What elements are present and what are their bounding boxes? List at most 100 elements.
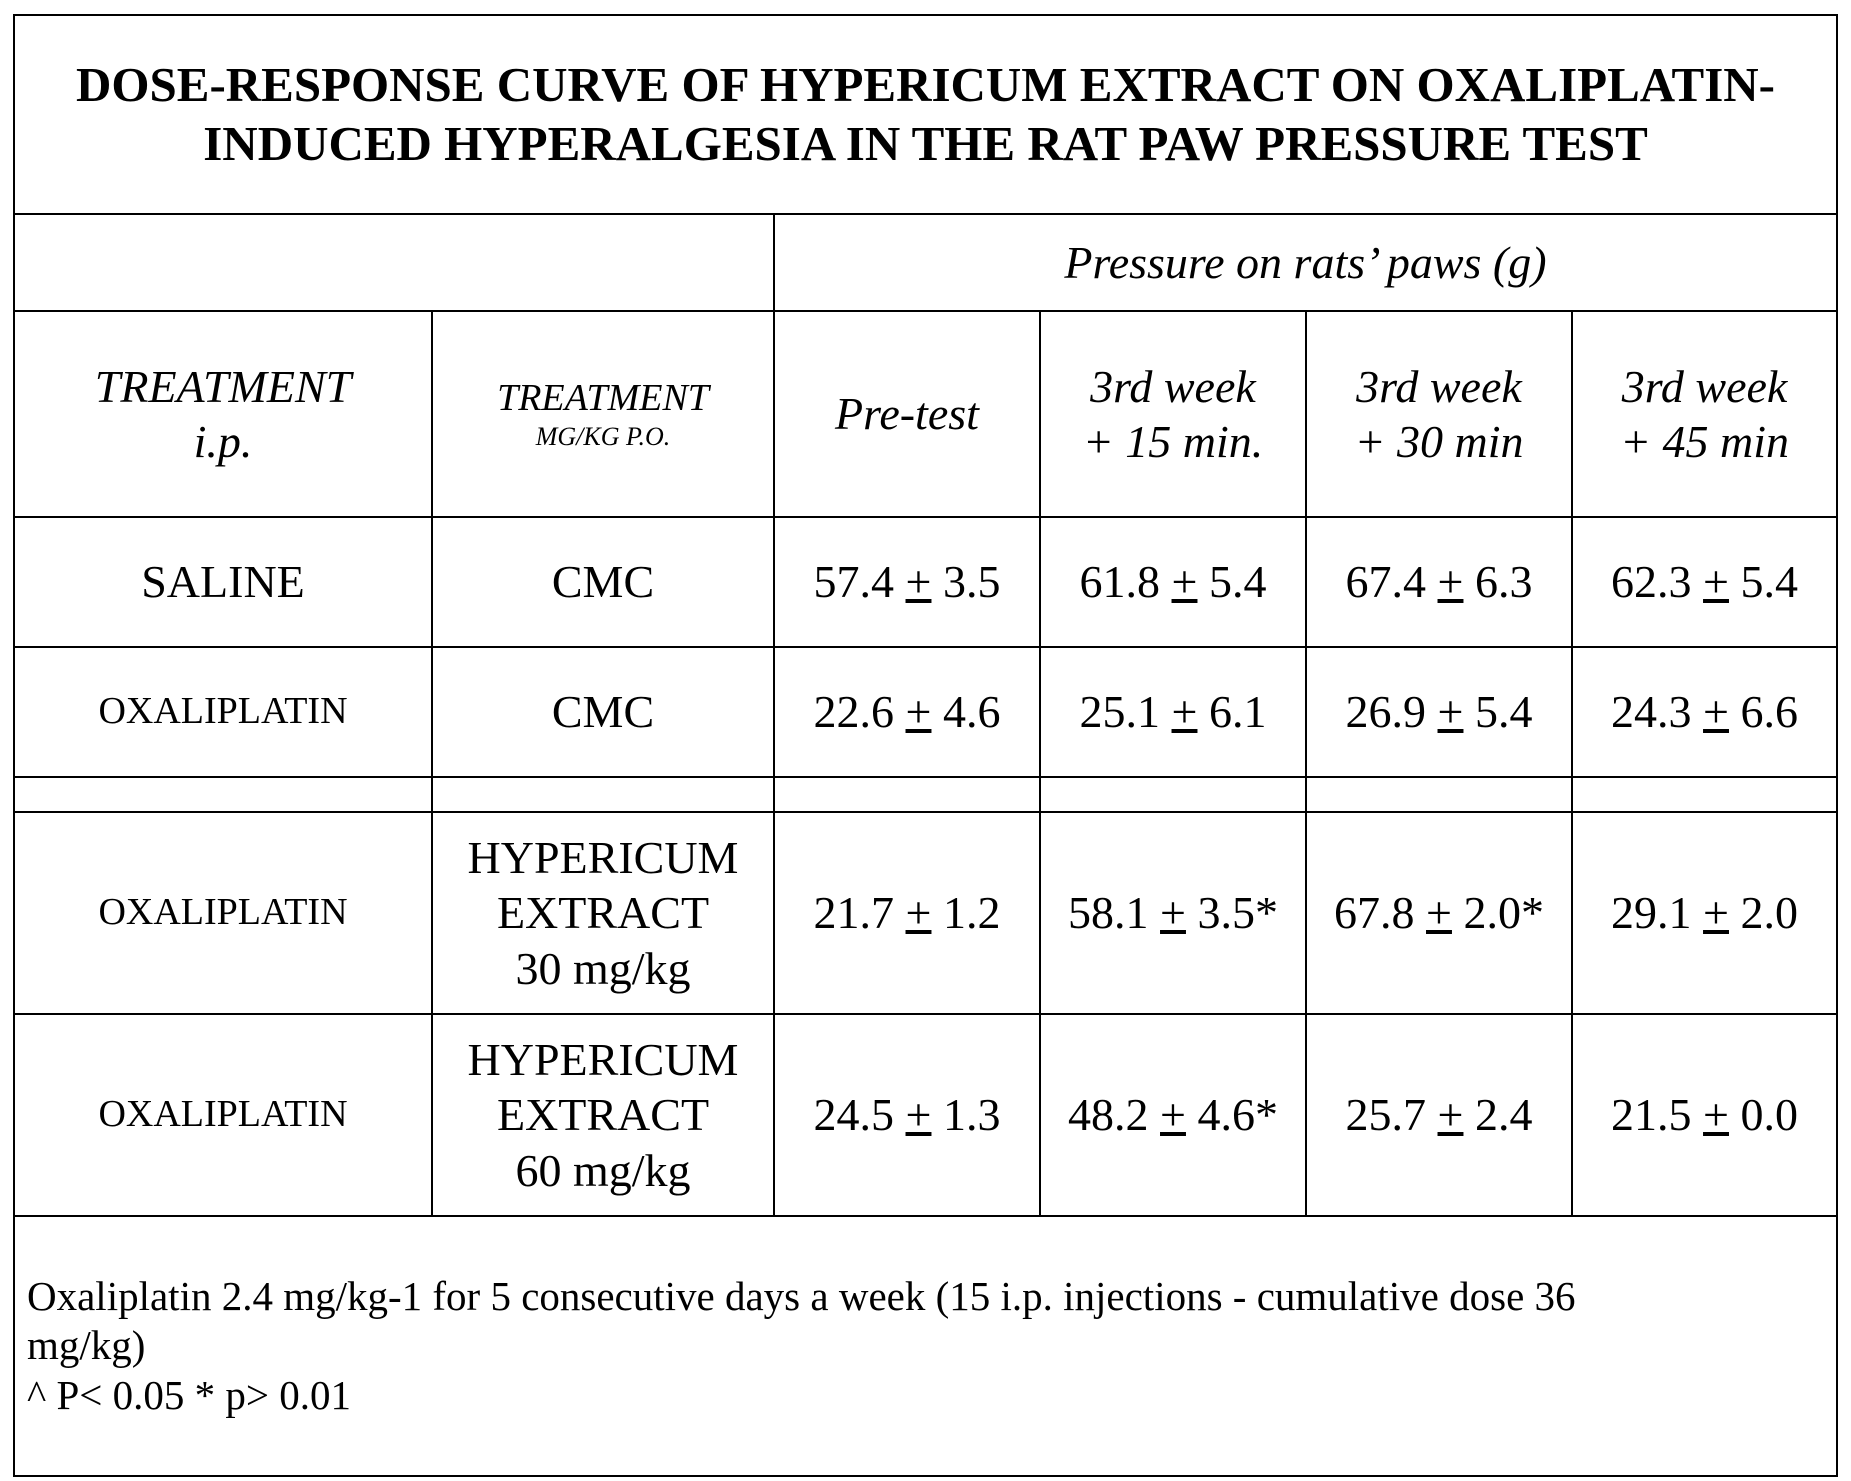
- header-week3-30-line1: 3rd week: [1307, 359, 1571, 414]
- value-cell: 21.5 + 0.0: [1572, 1014, 1837, 1216]
- value-cell: 61.8 + 5.4: [1040, 517, 1306, 647]
- header-week3-45-line1: 3rd week: [1573, 359, 1836, 414]
- sd-value: 6.6: [1740, 686, 1798, 737]
- value-cell: 21.7 + 1.2: [774, 812, 1040, 1014]
- title-line-1: DOSE-RESPONSE CURVE OF HYPERICUM EXTRACT…: [15, 56, 1836, 115]
- significance-mark: *: [1255, 1089, 1278, 1140]
- treatment-po-cell: HYPERICUM EXTRACT 60 mg/kg: [432, 1014, 774, 1216]
- group-header-row: Pressure on rats’ paws (g): [14, 214, 1837, 311]
- sd-value: 0.0: [1740, 1089, 1798, 1140]
- mean-value: 24.5: [814, 1089, 895, 1140]
- table-row: OXALIPLATIN CMC 22.6 + 4.6 25.1 + 6.1 26…: [14, 647, 1837, 777]
- treatment-po-line: EXTRACT: [433, 1087, 773, 1142]
- results-table: DOSE-RESPONSE CURVE OF HYPERICUM EXTRACT…: [13, 14, 1838, 1477]
- sd-value: 5.4: [1740, 556, 1798, 607]
- sd-value: 6.3: [1475, 556, 1533, 607]
- notes-line-2: mg/kg): [27, 1321, 1824, 1370]
- value-cell: 67.4 + 6.3: [1306, 517, 1572, 647]
- treatment-po-cell: HYPERICUM EXTRACT 30 mg/kg: [432, 812, 774, 1014]
- spacer-cell: [1572, 777, 1837, 812]
- sd-value: 4.6: [1197, 1089, 1255, 1140]
- spacer-cell: [1040, 777, 1306, 812]
- title-line-2: INDUCED HYPERALGESIA IN THE RAT PAW PRES…: [15, 115, 1836, 174]
- sd-value: 1.3: [943, 1089, 1001, 1140]
- pressure-group-header: Pressure on rats’ paws (g): [774, 214, 1837, 311]
- mean-value: 57.4: [814, 556, 895, 607]
- mean-value: 67.4: [1346, 556, 1427, 607]
- sd-value: 2.0: [1463, 887, 1521, 938]
- mean-value: 58.1: [1068, 887, 1149, 938]
- table-title: DOSE-RESPONSE CURVE OF HYPERICUM EXTRACT…: [14, 15, 1837, 214]
- notes-line-1: Oxaliplatin 2.4 mg/kg-1 for 5 consecutiv…: [27, 1272, 1824, 1321]
- plus-minus-symbol: +: [906, 887, 932, 938]
- table-notes: Oxaliplatin 2.4 mg/kg-1 for 5 consecutiv…: [14, 1216, 1837, 1476]
- value-cell: 57.4 + 3.5: [774, 517, 1040, 647]
- treatment-ip-cell: OXALIPLATIN: [14, 647, 432, 777]
- treatment-po-line: CMC: [433, 554, 773, 609]
- sd-value: 2.0: [1740, 887, 1798, 938]
- header-pretest: Pre-test: [774, 311, 1040, 517]
- mean-value: 25.1: [1080, 686, 1161, 737]
- header-treatment-po: TREATMENT MG/KG P.O.: [432, 311, 774, 517]
- header-week3-45: 3rd week + 45 min: [1572, 311, 1837, 517]
- plus-minus-symbol: +: [1438, 1089, 1464, 1140]
- value-cell: 24.5 + 1.3: [774, 1014, 1040, 1216]
- sd-value: 5.4: [1209, 556, 1267, 607]
- value-cell: 29.1 + 2.0: [1572, 812, 1837, 1014]
- spacer-row: [14, 777, 1837, 812]
- sd-value: 5.4: [1475, 686, 1533, 737]
- plus-minus-symbol: +: [906, 1089, 932, 1140]
- sd-value: 6.1: [1209, 686, 1267, 737]
- plus-minus-symbol: +: [1426, 887, 1452, 938]
- spacer-cell: [1306, 777, 1572, 812]
- plus-minus-symbol: +: [1438, 686, 1464, 737]
- sd-value: 1.2: [943, 887, 1001, 938]
- value-cell: 25.7 + 2.4: [1306, 1014, 1572, 1216]
- significance-mark: *: [1521, 887, 1544, 938]
- header-treatment-po-line1: TREATMENT: [433, 376, 773, 422]
- table-row: SALINE CMC 57.4 + 3.5 61.8 + 5.4 67.4 + …: [14, 517, 1837, 647]
- mean-value: 21.5: [1611, 1089, 1692, 1140]
- sd-value: 4.6: [943, 686, 1001, 737]
- plus-minus-symbol: +: [1160, 887, 1186, 938]
- value-cell: 22.6 + 4.6: [774, 647, 1040, 777]
- plus-minus-symbol: +: [1172, 556, 1198, 607]
- header-week3-45-line2: + 45 min: [1573, 414, 1836, 469]
- mean-value: 26.9: [1346, 686, 1427, 737]
- plus-minus-symbol: +: [1160, 1089, 1186, 1140]
- header-treatment-ip: TREATMENT i.p.: [14, 311, 432, 517]
- plus-minus-symbol: +: [1703, 686, 1729, 737]
- value-cell: 48.2 + 4.6*: [1040, 1014, 1306, 1216]
- table-row: OXALIPLATIN HYPERICUM EXTRACT 30 mg/kg 2…: [14, 812, 1837, 1014]
- header-week3-30: 3rd week + 30 min: [1306, 311, 1572, 517]
- column-header-row: TREATMENT i.p. TREATMENT MG/KG P.O. Pre-…: [14, 311, 1837, 517]
- mean-value: 25.7: [1346, 1089, 1427, 1140]
- spacer-cell: [774, 777, 1040, 812]
- title-row: DOSE-RESPONSE CURVE OF HYPERICUM EXTRACT…: [14, 15, 1837, 214]
- plus-minus-symbol: +: [1703, 556, 1729, 607]
- treatment-po-line: 60 mg/kg: [433, 1143, 773, 1198]
- header-week3-30-line2: + 30 min: [1307, 414, 1571, 469]
- sd-value: 3.5: [1197, 887, 1255, 938]
- mean-value: 22.6: [814, 686, 895, 737]
- header-treatment-po-line2: MG/KG P.O.: [433, 421, 773, 452]
- notes-row: Oxaliplatin 2.4 mg/kg-1 for 5 consecutiv…: [14, 1216, 1837, 1476]
- treatment-po-cell: CMC: [432, 647, 774, 777]
- mean-value: 24.3: [1611, 686, 1692, 737]
- significance-mark: *: [1255, 887, 1278, 938]
- treatment-ip-cell: OXALIPLATIN: [14, 1014, 432, 1216]
- notes-line-3: ^ P< 0.05 * p> 0.01: [27, 1371, 1824, 1420]
- plus-minus-symbol: +: [906, 556, 932, 607]
- mean-value: 21.7: [814, 887, 895, 938]
- treatment-ip-cell: OXALIPLATIN: [14, 812, 432, 1014]
- header-week3-15-line2: + 15 min.: [1041, 414, 1305, 469]
- treatment-ip-cell: SALINE: [14, 517, 432, 647]
- value-cell: 58.1 + 3.5*: [1040, 812, 1306, 1014]
- treatment-po-cell: CMC: [432, 517, 774, 647]
- treatment-po-line: EXTRACT: [433, 885, 773, 940]
- header-week3-15: 3rd week + 15 min.: [1040, 311, 1306, 517]
- value-cell: 25.1 + 6.1: [1040, 647, 1306, 777]
- group-header-blank: [14, 214, 774, 311]
- plus-minus-symbol: +: [1438, 556, 1464, 607]
- plus-minus-symbol: +: [1172, 686, 1198, 737]
